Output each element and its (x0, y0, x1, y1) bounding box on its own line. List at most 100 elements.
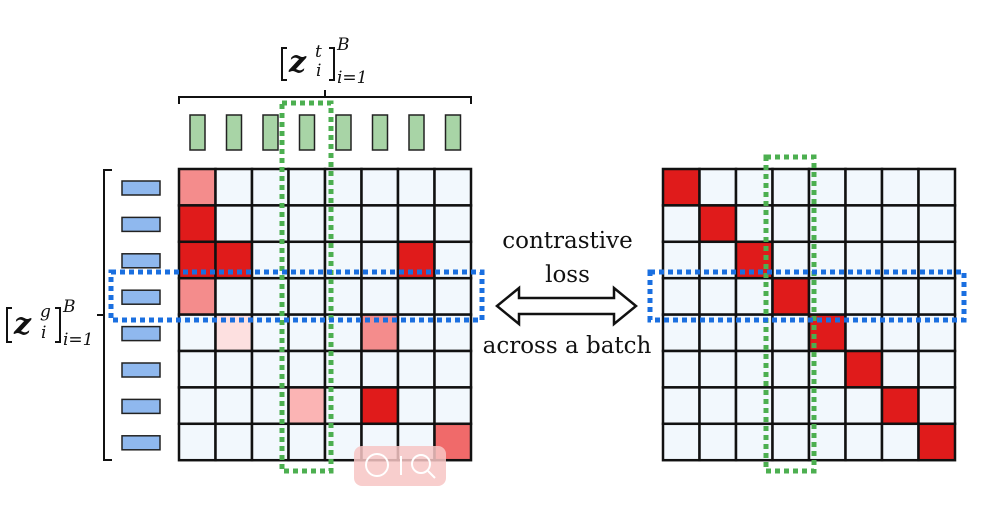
matrix-cell (771, 386, 811, 426)
z-symbol: z (14, 307, 32, 342)
matrix-cell (177, 167, 217, 207)
matrix-cell (360, 276, 400, 316)
graph-token (121, 180, 161, 196)
batch-size-superscript: B (63, 297, 76, 317)
matrix-cell (177, 204, 217, 244)
matrix-cell (698, 349, 738, 389)
matrix-cell (698, 422, 738, 462)
matrix-cell (661, 167, 701, 207)
index-range: i=1 (63, 330, 94, 350)
matrix-cell (661, 349, 701, 389)
g-superscript: g (40, 302, 51, 322)
matrix-cell (661, 422, 701, 462)
text-column-highlight-right (763, 154, 817, 474)
matrix-cell (433, 349, 473, 389)
matrix-cell (844, 349, 884, 389)
batch-size-superscript: B (337, 35, 350, 55)
matrix-cell (771, 276, 811, 316)
matrix-cell (360, 204, 400, 244)
highlight-boxes (108, 100, 967, 474)
graph-row-highlight-left (108, 269, 485, 323)
i-subscript: i (41, 323, 47, 343)
loss-label: loss (545, 262, 590, 288)
graph-token (121, 253, 161, 269)
graph-token (121, 289, 161, 305)
i-subscript: i (316, 61, 322, 81)
matrix-cell (917, 276, 957, 316)
matrix-cell (396, 204, 436, 244)
top-brace (178, 90, 472, 104)
matrix-cell (917, 349, 957, 389)
graph-token (121, 325, 161, 342)
text-token (225, 114, 243, 151)
matrix-cell (360, 167, 400, 207)
text-token (262, 114, 279, 151)
matrix-cell (433, 167, 473, 207)
matrix-cell (771, 167, 811, 207)
t-superscript: t (315, 42, 322, 62)
graph-token (121, 398, 161, 415)
matrix-cell (214, 204, 254, 244)
matrix-cell (844, 204, 884, 244)
matrix-cell (917, 386, 957, 426)
graph-token-column (121, 180, 161, 451)
text-embedding-label: z t i B i=1 (279, 28, 389, 88)
graph-row-highlight-right (647, 269, 967, 323)
matrix-cell (287, 167, 327, 207)
text-token (371, 114, 389, 151)
matrix-cell (287, 422, 327, 462)
matrix-cell (360, 349, 400, 389)
matrix-cell (287, 349, 327, 389)
matrix-cell (177, 386, 217, 426)
matrix-cell (917, 422, 957, 462)
matrix-cell (214, 276, 254, 316)
matrix-cell (698, 276, 738, 316)
graph-embedding-label: z g i B i=1 (4, 290, 114, 360)
matrix-cell (287, 204, 327, 244)
matrix-cell (880, 349, 920, 389)
text-token-row (189, 114, 462, 151)
matrix-cell (214, 386, 254, 426)
contrastive-label: contrastive (502, 228, 633, 254)
text-token (444, 114, 462, 151)
matrix-cell (917, 167, 957, 207)
matrix-cell (287, 276, 327, 316)
bracket-icon (281, 47, 335, 81)
matrix-cell (396, 276, 436, 316)
matrix-cell (433, 276, 473, 316)
matrix-cell (177, 349, 217, 389)
matrix-cell (880, 386, 920, 426)
graph-token (121, 435, 161, 451)
index-range: i=1 (337, 68, 368, 88)
matrix-cell (844, 276, 884, 316)
left-bracket (97, 169, 112, 461)
matrix-cell (917, 204, 957, 244)
matrix-cell (880, 204, 920, 244)
matrix-cell (214, 422, 254, 462)
ai-search-icon (354, 446, 446, 486)
matrix-cell (396, 349, 436, 389)
text-token (408, 114, 425, 151)
double-arrow-icon (495, 285, 638, 327)
matrix-cell (287, 386, 327, 426)
text-token (298, 114, 316, 151)
matrix-cell (360, 386, 400, 426)
matrix-cell (433, 204, 473, 244)
matrix-cell (917, 313, 957, 353)
matrix-cell (177, 422, 217, 462)
matrix-cell (214, 167, 254, 207)
matrix-cell (771, 349, 811, 389)
text-column-highlight-left (279, 100, 334, 474)
matrix-cell (880, 422, 920, 462)
matrix-cell (844, 422, 884, 462)
across-batch-label: across a batch (482, 333, 652, 359)
matrix-cell (661, 276, 701, 316)
matrix-cell (396, 167, 436, 207)
matrix-cell (844, 167, 884, 207)
matrix-cell (396, 386, 436, 426)
z-symbol: z (289, 45, 307, 80)
matrix-cell (844, 386, 884, 426)
matrix-cell (698, 204, 738, 244)
graph-token (121, 216, 161, 233)
